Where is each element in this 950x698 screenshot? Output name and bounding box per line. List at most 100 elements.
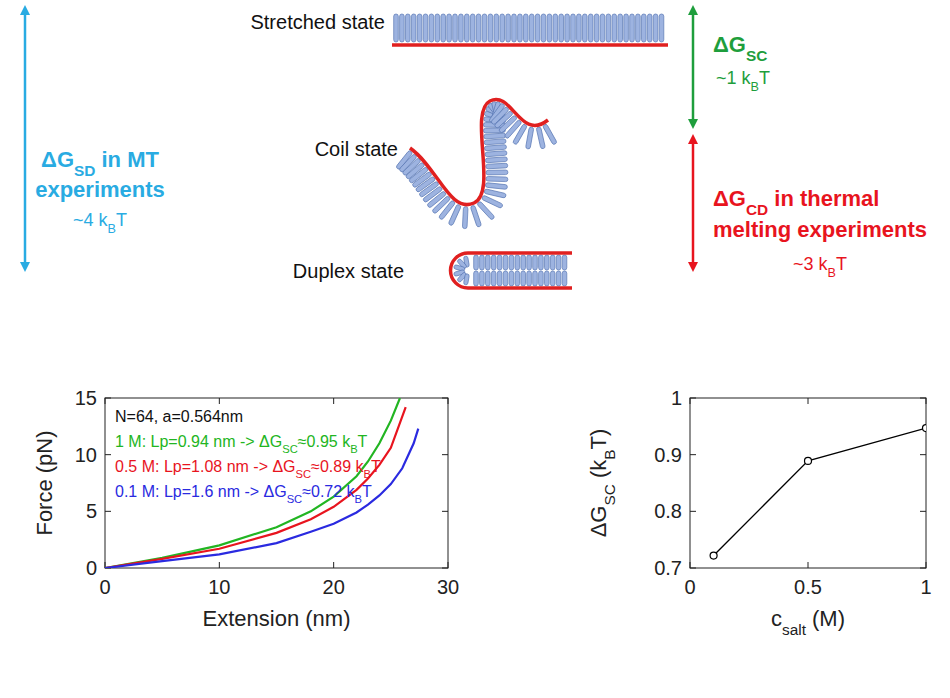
base [541, 14, 546, 42]
base [453, 14, 458, 42]
base [539, 271, 544, 286]
base [462, 207, 468, 229]
y-tick-label: 15 [75, 387, 97, 409]
arrow-head [688, 262, 698, 272]
base [482, 14, 487, 42]
y-tick [105, 454, 111, 455]
x-tick [219, 398, 220, 404]
marker [923, 425, 927, 432]
base [484, 133, 506, 139]
base [470, 205, 481, 227]
y-tick-label: 0.8 [654, 500, 682, 522]
base [488, 14, 493, 42]
y-axis-title: Force (pN) [32, 430, 57, 535]
base [636, 14, 641, 42]
x-tick-label: 0 [684, 576, 695, 598]
backbone [410, 99, 548, 204]
y-tick [442, 454, 448, 455]
base [529, 14, 534, 42]
energy-value: ~1 kBT [716, 68, 770, 94]
base [485, 151, 507, 157]
chart: 0102030051015Extension (nm)Force (pN)N=6… [32, 387, 459, 631]
base [485, 183, 507, 190]
energy-label: ΔGSD in MT [41, 147, 159, 179]
arrow-head [20, 262, 30, 272]
base [484, 145, 506, 151]
state-label: Coil state [315, 138, 398, 160]
legend-entry: 0.1 M: Lp=1.6 nm -> ΔGSC≈0.72 kBT [115, 483, 372, 505]
base [535, 14, 540, 42]
base [506, 14, 511, 42]
base [480, 255, 485, 270]
base [588, 14, 593, 42]
base [624, 14, 629, 42]
figure: Stretched stateCoil stateDuplex stateΔGS… [0, 0, 950, 698]
base [559, 14, 564, 42]
base [485, 157, 507, 163]
base [500, 14, 505, 42]
base [486, 176, 508, 181]
marker [805, 457, 812, 464]
base [476, 14, 481, 42]
legend-entry: 1 M: Lp=0.94 nm -> ΔGSC≈0.95 kBT [115, 433, 368, 455]
base [406, 14, 411, 42]
marker [710, 552, 717, 559]
base [547, 14, 552, 42]
base [465, 14, 470, 42]
base [606, 14, 611, 42]
base [441, 14, 446, 42]
series-line [714, 428, 926, 556]
base [463, 274, 469, 286]
x-tick [333, 562, 334, 568]
series-line [105, 407, 406, 568]
base [491, 255, 496, 270]
base [497, 271, 502, 286]
base [562, 255, 567, 270]
base [527, 255, 532, 270]
base [518, 14, 523, 42]
base [542, 124, 557, 145]
x-tick [333, 398, 334, 404]
base [503, 271, 508, 286]
base [550, 255, 555, 270]
x-tick-label: 0.5 [794, 576, 822, 598]
base [618, 14, 623, 42]
base [565, 14, 570, 42]
base [474, 255, 479, 270]
base [533, 255, 538, 270]
energy-value: ~4 kBT [73, 210, 127, 236]
base [447, 14, 452, 42]
base [429, 14, 434, 42]
base [562, 271, 567, 286]
plot-frame [105, 398, 448, 568]
base [539, 255, 544, 270]
base [642, 14, 647, 42]
base [470, 14, 475, 42]
x-tick-label: 20 [323, 576, 345, 598]
base [571, 14, 576, 42]
energy-label: melting experiments [713, 217, 927, 242]
base [474, 271, 479, 286]
y-tick-label: 10 [75, 444, 97, 466]
y-tick [920, 454, 926, 455]
base [515, 255, 520, 270]
base [459, 14, 464, 42]
plot-data [105, 398, 418, 568]
x-tick-label: 0 [99, 576, 110, 598]
state-label: Duplex state [293, 260, 404, 282]
y-tick-label: 0.7 [654, 557, 682, 579]
base [485, 271, 490, 286]
x-tick [219, 562, 220, 568]
base [417, 14, 422, 42]
base [503, 255, 508, 270]
base [521, 255, 526, 270]
arrow-head [20, 5, 30, 15]
y-tick [690, 511, 696, 512]
base [659, 14, 664, 42]
x-axis-title: csalt (M) [771, 606, 845, 638]
base [512, 124, 527, 145]
base [524, 14, 529, 42]
y-axis-title: ΔGSC (kBT) [586, 429, 618, 538]
energy-label: ΔGSC [713, 32, 767, 64]
base [577, 14, 582, 42]
